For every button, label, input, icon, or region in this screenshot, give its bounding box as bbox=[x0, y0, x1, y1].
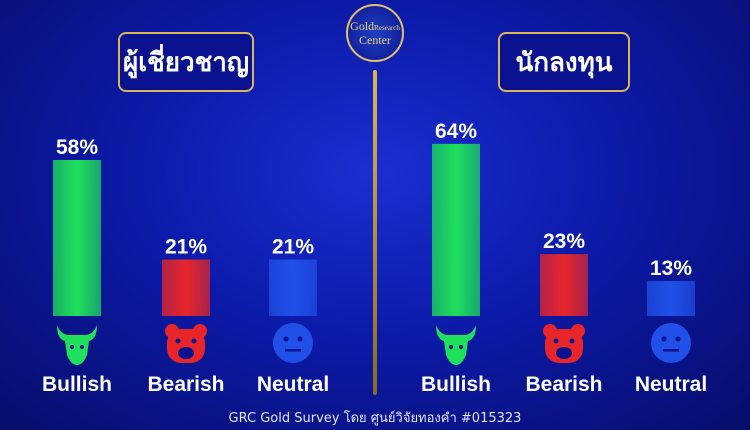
bar-neutral bbox=[269, 259, 317, 316]
category-label: Neutral bbox=[635, 373, 707, 396]
bar-neutral bbox=[647, 281, 695, 316]
category-label: Bearish bbox=[147, 373, 224, 396]
logo: GoldResearch Center bbox=[346, 4, 404, 62]
bar-bullish bbox=[432, 143, 480, 316]
bull-icon bbox=[436, 325, 476, 365]
data-label: 58% bbox=[56, 136, 98, 159]
bar-bullish bbox=[53, 159, 101, 316]
bar-bearish bbox=[162, 259, 210, 316]
footer-credit: GRC Gold Survey โดย ศูนย์วิจัยทองคำ #015… bbox=[228, 411, 522, 426]
bar-bearish bbox=[540, 254, 588, 316]
category-label: Neutral bbox=[257, 373, 329, 396]
data-label: 21% bbox=[165, 236, 207, 259]
category-label: Bearish bbox=[525, 373, 602, 396]
data-label: 21% bbox=[272, 236, 314, 259]
investors-title: นักลงทุน bbox=[498, 32, 630, 92]
bull-icon bbox=[57, 325, 97, 365]
category-label: Bullish bbox=[42, 373, 112, 396]
data-label: 64% bbox=[435, 120, 477, 143]
neutral-face-icon bbox=[273, 323, 313, 363]
bear-icon bbox=[543, 324, 585, 363]
data-label: 23% bbox=[543, 230, 585, 253]
bear-icon bbox=[165, 324, 207, 363]
divider bbox=[373, 70, 377, 395]
category-label: Bullish bbox=[421, 373, 491, 396]
neutral-face-icon bbox=[651, 323, 691, 363]
experts-title: ผู้เชี่ยวชาญ bbox=[118, 32, 254, 92]
data-label: 13% bbox=[650, 257, 692, 280]
